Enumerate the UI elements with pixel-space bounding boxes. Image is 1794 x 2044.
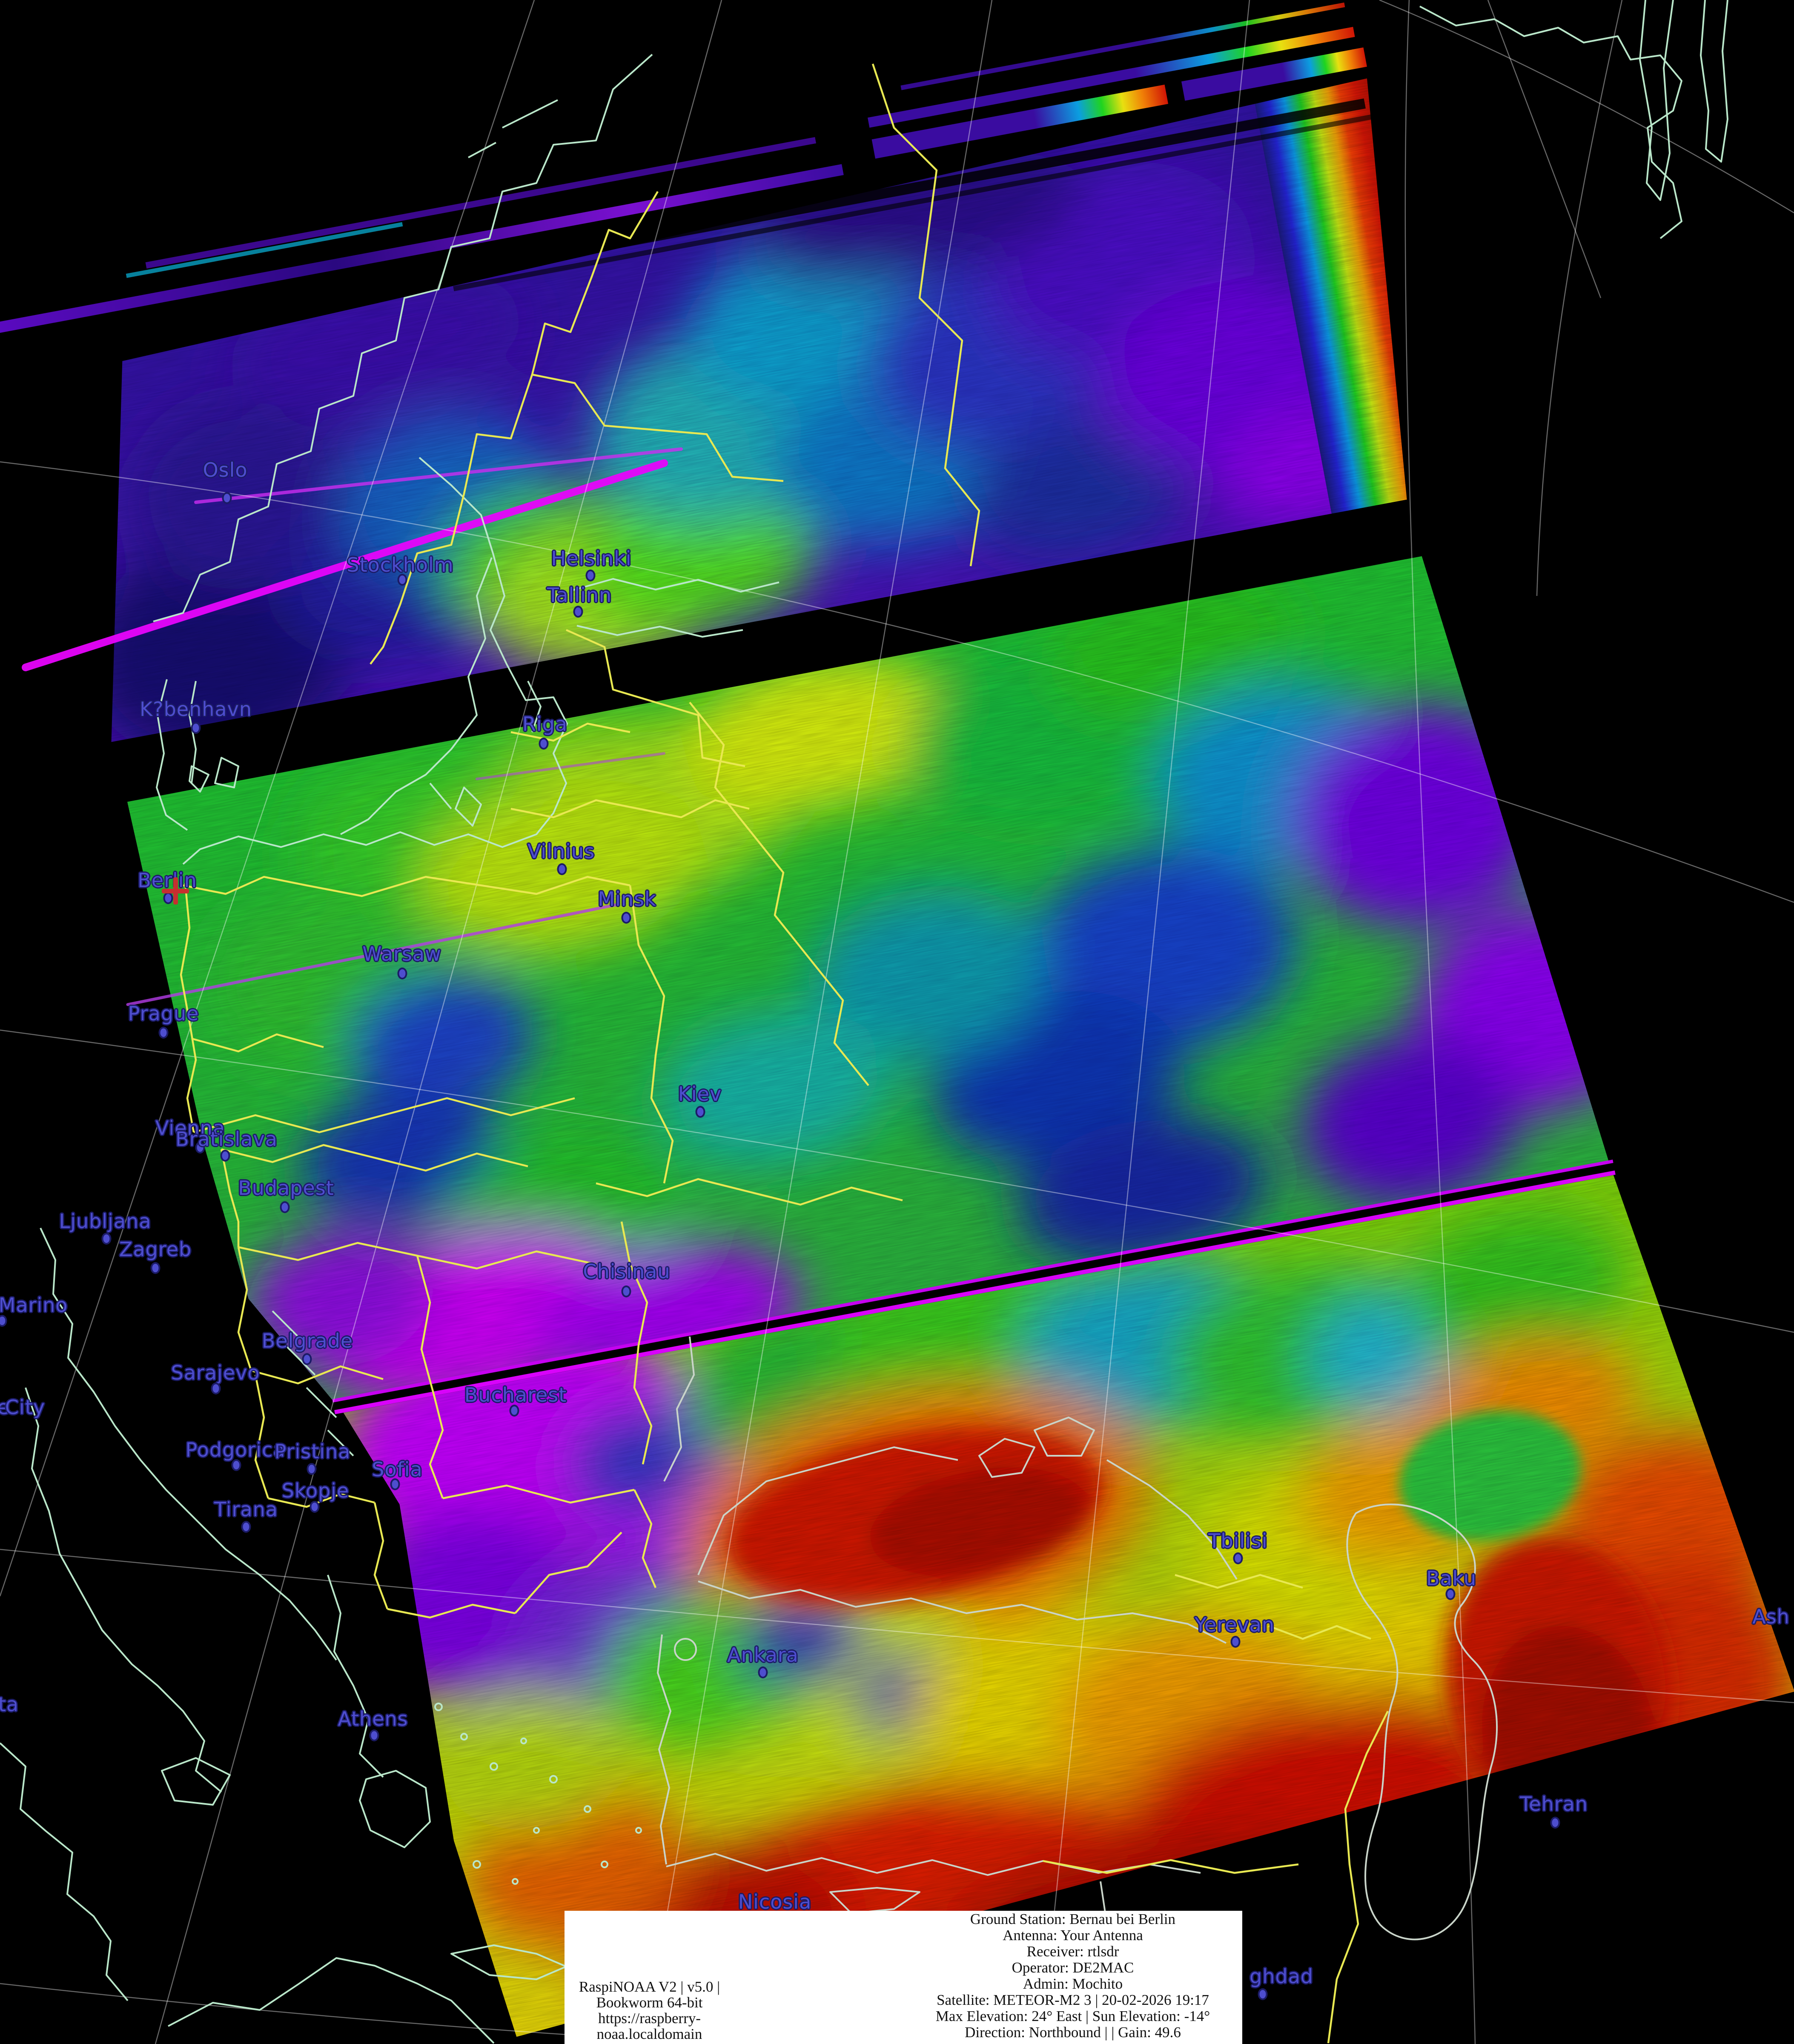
city-label-helsinki: Helsinki <box>551 547 632 570</box>
city-dot-sofia <box>390 1478 400 1490</box>
info-left-text: RaspiNOAA V2 | v5.0 | Bookworm 64-bit http… <box>570 1979 729 2042</box>
city-label-tirana: Tirana <box>214 1498 278 1521</box>
city-label-yerevan: Yerevan <box>1195 1613 1275 1636</box>
city-label-budapest: Budapest <box>238 1177 334 1199</box>
city-dot-ghdad <box>1258 1988 1268 2000</box>
city-label-ta: ta <box>0 1693 19 1716</box>
city-dot-prague <box>159 1027 169 1039</box>
city-label-stockholm: Stockholm <box>347 553 453 576</box>
city-label-prague: Prague <box>128 1002 199 1025</box>
city-dot-helsinki <box>586 570 596 581</box>
city-label-sarajevo: Sarajevo <box>171 1361 260 1384</box>
city-label-minsk: Minsk <box>598 887 656 910</box>
swath-rotated-group <box>0 0 1794 2044</box>
city-dot-k-benhavn <box>191 722 201 734</box>
info-left-line: RaspiNOAA V2 | v5.0 | <box>570 1979 729 1995</box>
info-right-line: Admin: Mochito <box>732 1976 1242 1992</box>
city-label-belgrade: Belgrade <box>262 1329 353 1352</box>
city-label-bucharest: Bucharest <box>464 1383 567 1406</box>
city-label-chisinau: Chisinau <box>583 1260 670 1283</box>
city-dot-chisinau <box>622 1285 631 1297</box>
city-dot-yerevan <box>1231 1636 1241 1648</box>
city-dot-oslo <box>222 492 232 504</box>
city-label-ash: Ash <box>1752 1605 1790 1628</box>
city-label-city: City <box>5 1396 45 1419</box>
city-dot-warsaw <box>398 968 407 979</box>
city-dot-minsk <box>622 912 631 924</box>
info-right-line: Operator: DE2MAC <box>732 1960 1242 1976</box>
city-dot-tbilisi <box>1233 1552 1243 1564</box>
city-label-bratislava: Bratislava <box>175 1128 278 1151</box>
city-label-tbilisi: Tbilisi <box>1208 1529 1267 1552</box>
info-right-line: Max Elevation: 24° East | Sun Elevation:… <box>732 2008 1242 2024</box>
city-dot-ankara <box>758 1666 768 1678</box>
info-right-line: Ground Station: Bernau bei Berlin <box>732 1911 1242 1927</box>
city-label-tallinn: Tallinn <box>547 584 612 607</box>
info-box: RaspiNOAA V2 | v5.0 | Bookworm 64-bit http… <box>565 1911 1242 2044</box>
city-label-warsaw: Warsaw <box>362 942 441 965</box>
city-label-kiev: Kiev <box>678 1082 722 1105</box>
city-label-riga: Riga <box>522 713 567 736</box>
info-right-line: Satellite: METEOR-M2 3 | 20-02-2026 19:1… <box>732 1992 1242 2008</box>
city-dot-athens <box>370 1729 379 1741</box>
ground-station-marker <box>162 877 189 905</box>
city-dot-baku <box>1446 1588 1456 1600</box>
city-dot-riga <box>539 738 549 750</box>
city-dot-pristina <box>307 1463 317 1475</box>
city-dot-kiev <box>696 1106 705 1118</box>
city-label-athens: Athens <box>338 1707 408 1730</box>
city-dot-sarajevo <box>211 1383 221 1394</box>
city-label-zagreb: Zagreb <box>119 1238 192 1261</box>
city-label-k-benhavn: K?benhavn <box>140 698 252 721</box>
city-label-baku: Baku <box>1426 1567 1476 1590</box>
info-left-line: https://raspberry- <box>570 2010 729 2026</box>
city-label-vilnius: Vilnius <box>527 840 595 863</box>
city-dot-zagreb <box>151 1262 160 1274</box>
city-label-nicosia: Nicosia <box>738 1890 812 1913</box>
info-right-line: Antenna: Your Antenna <box>732 1927 1242 1944</box>
satellite-map-canvas: Oslo Stockholm Helsinki Tallinn K?benhavn Rig… <box>0 0 1794 2044</box>
city-dot-vilnius <box>557 863 567 875</box>
info-right-text: Ground Station: Bernau bei Berlin Antenna… <box>732 1911 1242 2041</box>
info-right-line: Direction: Northbound | | Gain: 49.6 <box>732 2024 1242 2041</box>
city-label-tehran: Tehran <box>1520 1792 1588 1815</box>
city-label-marino: Marino <box>0 1294 68 1317</box>
city-dot-tirana <box>241 1521 251 1533</box>
info-left-line: Bookworm 64-bit <box>570 1995 729 2010</box>
info-right-line: Receiver: rtlsdr <box>732 1944 1242 1960</box>
city-dot-podgorica <box>232 1459 241 1471</box>
city-dot-tallinn <box>573 606 583 618</box>
city-label-skopje: Skopje <box>282 1479 350 1502</box>
city-label-sofia: Sofia <box>372 1458 423 1481</box>
city-label-ljubljana: Ljubljana <box>59 1210 152 1233</box>
info-left-line: noaa.localdomain <box>570 2026 729 2042</box>
city-dot-ljubljana <box>102 1233 112 1245</box>
city-label-pristina: Pristina <box>275 1440 351 1463</box>
satellite-swath-image <box>0 0 1794 2044</box>
city-dot-tehran <box>1550 1817 1560 1829</box>
city-dot-budapest <box>280 1201 290 1213</box>
city-label-oslo: Oslo <box>203 458 247 481</box>
city-dot-bucharest <box>510 1405 519 1417</box>
city-dot-skopje <box>310 1501 320 1513</box>
city-label-podgorica: Podgorica <box>186 1438 286 1461</box>
city-dot-bratislava <box>221 1150 230 1162</box>
city-dot-belgrade <box>302 1353 312 1365</box>
city-label-ankara: Ankara <box>727 1643 799 1666</box>
city-dot-stockholm <box>398 574 407 586</box>
city-label-ghdad: ghdad <box>1249 1965 1313 1988</box>
